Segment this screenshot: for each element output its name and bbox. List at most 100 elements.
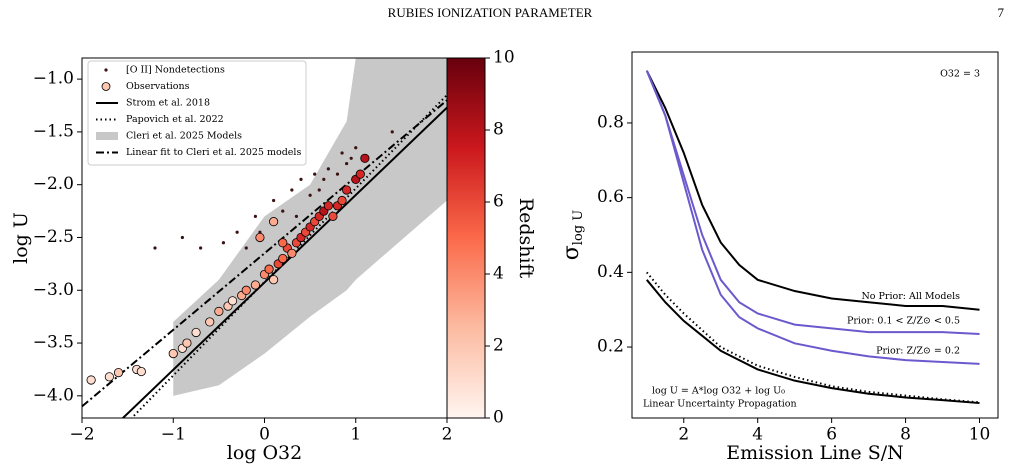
nondetection-point xyxy=(308,193,312,197)
nondetection-point xyxy=(354,146,358,150)
legend-label: Linear fit to Cleri et al. 2025 models xyxy=(126,147,301,158)
colorbar-tick-label: 4 xyxy=(493,264,504,284)
axes-frame xyxy=(631,51,999,419)
observation-point xyxy=(328,211,338,221)
nondetection-point xyxy=(340,151,344,155)
sigma-curve xyxy=(645,70,980,311)
x-tick-label: 0 xyxy=(259,425,270,445)
nondetection-point xyxy=(253,214,257,218)
y-tick-label: 0.2 xyxy=(597,337,624,357)
legend-swatch xyxy=(96,132,118,140)
nondetection-point xyxy=(153,246,157,250)
legend-label: Observations xyxy=(126,81,190,92)
observation-point xyxy=(113,368,124,378)
sigma-curve xyxy=(645,70,980,365)
observation-point xyxy=(255,232,265,243)
sigma-curve xyxy=(645,70,980,335)
legend-box xyxy=(87,60,307,166)
observation-point xyxy=(168,349,178,359)
sigma-curve xyxy=(646,279,980,405)
curve-label: Prior: 0.1 < Z/Z⊙ < 0.5 xyxy=(847,315,960,326)
observation-point xyxy=(86,375,96,385)
colorbar xyxy=(446,57,486,419)
running-title: RUBIES IONIZATION PARAMETER xyxy=(388,5,593,20)
annotation: log U = A*log O32 + log U₀ xyxy=(652,386,785,397)
legend-swatch xyxy=(101,82,111,91)
y-tick-label: −3.0 xyxy=(33,280,74,300)
observation-point xyxy=(278,238,288,248)
y-tick-label: −4.0 xyxy=(33,385,74,405)
nondetection-point xyxy=(221,241,226,245)
nondetection-point xyxy=(335,172,340,176)
observation-point xyxy=(269,275,279,285)
x-tick-label: 1 xyxy=(350,425,361,445)
x-tick-label: −2 xyxy=(69,425,94,445)
legend-label: Strom et al. 2018 xyxy=(126,98,210,109)
nondetection-point xyxy=(290,188,294,192)
observation-point xyxy=(264,264,274,274)
observation-point xyxy=(227,296,238,306)
nondetection-point xyxy=(317,188,321,192)
plot-area xyxy=(645,70,980,405)
annotation: O32 = 3 xyxy=(940,69,980,80)
y-tick-label: −2.0 xyxy=(33,174,74,194)
legend-label: Papovich et al. 2022 xyxy=(126,114,224,125)
colorbar-tick-label: 10 xyxy=(493,48,515,68)
observation-point xyxy=(360,153,370,163)
nondetection-point xyxy=(235,230,239,234)
observation-point xyxy=(337,195,347,206)
observation-point xyxy=(182,338,192,348)
x-tick-label: 4 xyxy=(752,425,763,445)
nondetection-point xyxy=(299,177,303,182)
colorbar-tick-label: 6 xyxy=(493,192,504,212)
legend-label: Cleri et al. 2025 Models xyxy=(126,131,242,142)
observation-point xyxy=(278,253,288,264)
observation-point xyxy=(104,372,114,382)
x-axis-label: Emission Line S/N xyxy=(726,442,904,464)
observation-point xyxy=(241,285,251,295)
nondetection-point xyxy=(313,172,317,176)
colorbar-tick-label: 8 xyxy=(493,120,504,140)
nondetection-point xyxy=(199,246,203,250)
observation-point xyxy=(205,317,215,327)
nondetection-point xyxy=(180,235,184,240)
x-tick-label: 10 xyxy=(969,425,991,445)
nondetection-point xyxy=(281,209,285,213)
y-tick-label: −2.5 xyxy=(33,227,74,247)
colorbar-label: Redshift xyxy=(515,198,537,279)
observation-point xyxy=(136,366,146,377)
nondetection-point xyxy=(322,177,326,182)
observation-point xyxy=(214,306,224,316)
curve-label: No Prior: All Models xyxy=(861,291,960,302)
y-tick-label: 0.8 xyxy=(597,112,624,132)
annotation: Linear Uncertainty Propagation xyxy=(643,399,797,410)
x-tick-label: 6 xyxy=(826,425,837,445)
observation-point xyxy=(250,280,260,290)
y-axis-label: σlog U xyxy=(559,210,586,260)
y-tick-label: 0.4 xyxy=(597,262,624,282)
y-tick-label: −1.5 xyxy=(33,121,74,141)
y-axis-label: log U xyxy=(10,212,32,264)
sigma-curve xyxy=(646,271,980,404)
page-number: 7 xyxy=(998,5,1005,20)
x-axis-label: log O32 xyxy=(227,442,302,464)
nondetection-point xyxy=(272,198,276,203)
x-tick-label: −1 xyxy=(161,425,186,445)
observation-point xyxy=(355,169,365,179)
observation-point xyxy=(287,248,297,258)
y-tick-label: 0.6 xyxy=(597,187,624,207)
legend: [O II] Nondetections Observations Strom et… xyxy=(87,60,307,166)
x-tick-label: 2 xyxy=(442,425,453,445)
x-tick-label: 8 xyxy=(900,425,911,445)
colorbar-tick-label: 0 xyxy=(493,408,504,428)
observation-point xyxy=(269,217,279,227)
legend-swatch xyxy=(104,68,108,72)
curve-label: Prior: Z/Z⊙ = 0.2 xyxy=(876,345,960,356)
nondetection-point xyxy=(326,167,330,171)
nondetection-point xyxy=(349,156,353,160)
relation-line xyxy=(121,106,447,418)
nondetection-point xyxy=(345,161,349,166)
colorbar-tick-label: 2 xyxy=(493,336,504,356)
y-tick-label: −1.0 xyxy=(33,69,74,89)
